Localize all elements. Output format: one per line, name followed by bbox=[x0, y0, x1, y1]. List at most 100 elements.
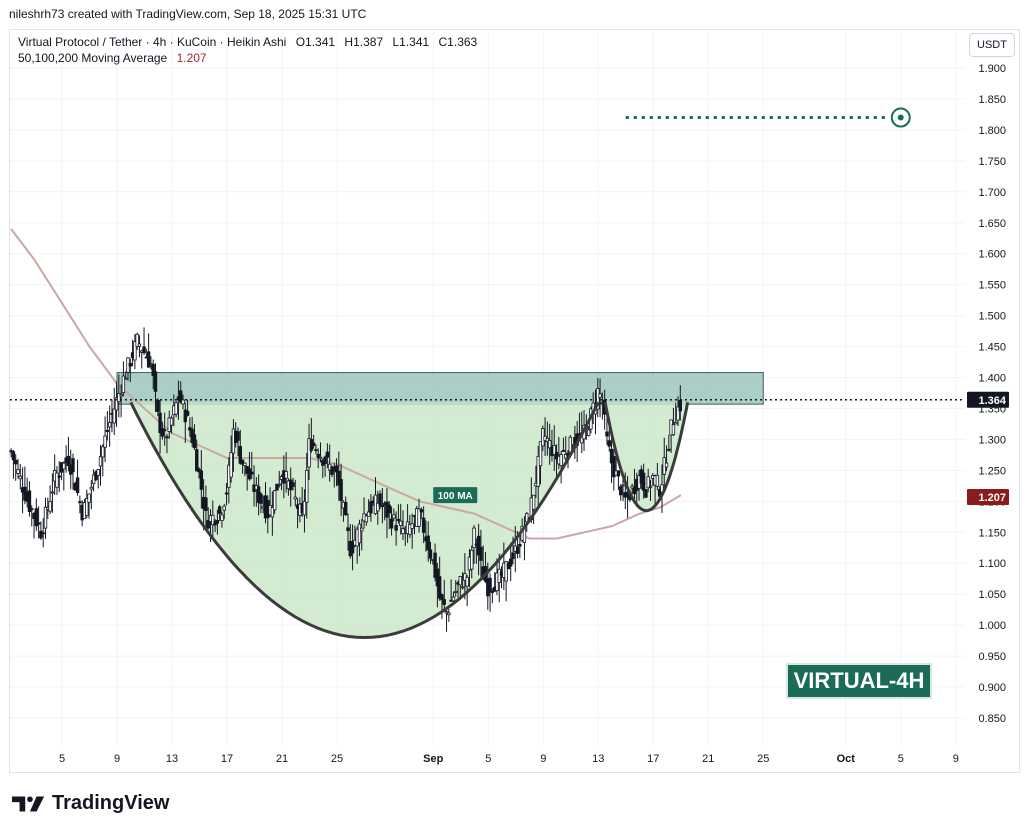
candle-body bbox=[472, 527, 476, 549]
candles bbox=[9, 327, 690, 640]
price-tick-label: 1.850 bbox=[978, 94, 1006, 106]
candle-body bbox=[151, 364, 155, 377]
candle-body bbox=[350, 541, 355, 554]
candle-body bbox=[36, 522, 41, 525]
candle-body bbox=[360, 527, 364, 532]
candle-body bbox=[674, 421, 678, 425]
candle-body bbox=[179, 390, 183, 403]
candle-body bbox=[458, 576, 462, 586]
time-tick-label: 21 bbox=[276, 753, 288, 765]
candle-body bbox=[655, 474, 660, 487]
candle-body bbox=[664, 462, 669, 468]
time-tick-label: 13 bbox=[592, 753, 604, 765]
candle-body bbox=[612, 456, 616, 478]
candle-body bbox=[318, 456, 323, 459]
candle-body bbox=[419, 509, 424, 513]
time-scale: 5 9 13 17 21 25 Sep 5 9 13 17 21 25 Oct 5 9 bbox=[59, 753, 959, 765]
time-tick-label: Sep bbox=[423, 753, 443, 765]
tradingview-icon bbox=[12, 795, 45, 812]
candle-body bbox=[586, 429, 591, 436]
candle-body bbox=[609, 448, 614, 464]
chart-legend: Virtual Protocol / Tether · 4h · KuCoin … bbox=[18, 34, 477, 66]
candle-body bbox=[27, 490, 32, 512]
price-tick-label: 1.500 bbox=[978, 311, 1006, 323]
candle-body bbox=[199, 470, 204, 490]
price-tick-label: 0.900 bbox=[978, 682, 1006, 694]
candle-body bbox=[183, 409, 187, 423]
legend-ma-label: 50,100,200 Moving Average bbox=[18, 51, 168, 65]
candle-body bbox=[66, 455, 71, 466]
candle-body bbox=[559, 454, 563, 466]
candle-body bbox=[607, 440, 611, 447]
price-tick-label: 0.950 bbox=[978, 651, 1006, 663]
candle-body bbox=[137, 343, 142, 347]
candle-body bbox=[158, 412, 162, 434]
price-tick-label: 1.250 bbox=[978, 465, 1006, 477]
legend-ma-line[interactable]: 50,100,200 Moving Average 1.207 bbox=[18, 50, 477, 66]
currency-unit-button[interactable]: USDT bbox=[969, 33, 1015, 57]
candle-body bbox=[598, 393, 602, 398]
candle-body bbox=[243, 462, 247, 466]
candle-body bbox=[444, 611, 449, 614]
candle-body bbox=[337, 470, 341, 486]
time-tick-label: 17 bbox=[221, 753, 233, 765]
candle-body bbox=[277, 483, 281, 486]
candle-body bbox=[504, 561, 508, 582]
time-tick-label: 5 bbox=[898, 753, 904, 765]
candle-body bbox=[479, 546, 483, 561]
candle-body bbox=[316, 453, 320, 459]
candle-body bbox=[396, 518, 401, 522]
time-tick-label: 9 bbox=[953, 753, 959, 765]
candle-body bbox=[107, 422, 112, 428]
candle-body bbox=[259, 493, 263, 504]
candle-body bbox=[451, 596, 456, 602]
candle-body bbox=[41, 532, 45, 535]
candle-body bbox=[162, 429, 167, 432]
price-tick-label: 1.650 bbox=[978, 218, 1006, 230]
candle-body bbox=[399, 520, 403, 526]
price-tick-label: 1.700 bbox=[978, 187, 1006, 199]
legend-symbol-line: Virtual Protocol / Tether · 4h · KuCoin … bbox=[18, 34, 477, 50]
candle-body bbox=[30, 508, 34, 511]
price-tick-label: 1.300 bbox=[978, 434, 1006, 446]
candle-body bbox=[676, 406, 680, 421]
chart-frame bbox=[9, 29, 1020, 773]
candle-body bbox=[511, 552, 515, 559]
time-tick-label: Oct bbox=[837, 753, 856, 765]
legend-ma-value: 1.207 bbox=[176, 51, 207, 65]
candle-body bbox=[117, 392, 121, 403]
candle-body bbox=[447, 612, 451, 616]
candle-body bbox=[85, 498, 89, 517]
candle-body bbox=[389, 518, 394, 529]
candle-body bbox=[344, 501, 348, 516]
candle-body bbox=[75, 477, 80, 493]
candle-body bbox=[14, 459, 18, 465]
candle-body bbox=[128, 363, 132, 367]
candle-body bbox=[124, 377, 128, 380]
candle-body bbox=[433, 552, 437, 578]
candle-body bbox=[440, 594, 444, 601]
candle-body bbox=[174, 402, 178, 415]
candle-body bbox=[518, 543, 522, 547]
candle-body bbox=[488, 577, 492, 593]
candle-body bbox=[605, 431, 609, 437]
candle-body bbox=[417, 508, 421, 527]
candle-body bbox=[334, 465, 339, 473]
candle-body bbox=[408, 524, 412, 535]
candle-body bbox=[169, 417, 174, 426]
resistance-zone-box bbox=[116, 372, 764, 405]
candle-body bbox=[119, 394, 123, 397]
candle-body bbox=[339, 479, 343, 502]
candle-body bbox=[217, 506, 222, 514]
current-price-box bbox=[967, 391, 1009, 408]
candle-body bbox=[185, 410, 190, 416]
candle-body bbox=[142, 346, 146, 354]
candle-body bbox=[596, 388, 600, 410]
candle-body bbox=[644, 489, 648, 498]
cup-outline bbox=[129, 401, 600, 640]
ma-label-text: 100 MA bbox=[438, 491, 473, 502]
candle-body bbox=[71, 458, 75, 473]
tradingview-logo[interactable]: TradingView bbox=[12, 792, 169, 815]
current-price-label: 1.364 bbox=[978, 395, 1006, 407]
